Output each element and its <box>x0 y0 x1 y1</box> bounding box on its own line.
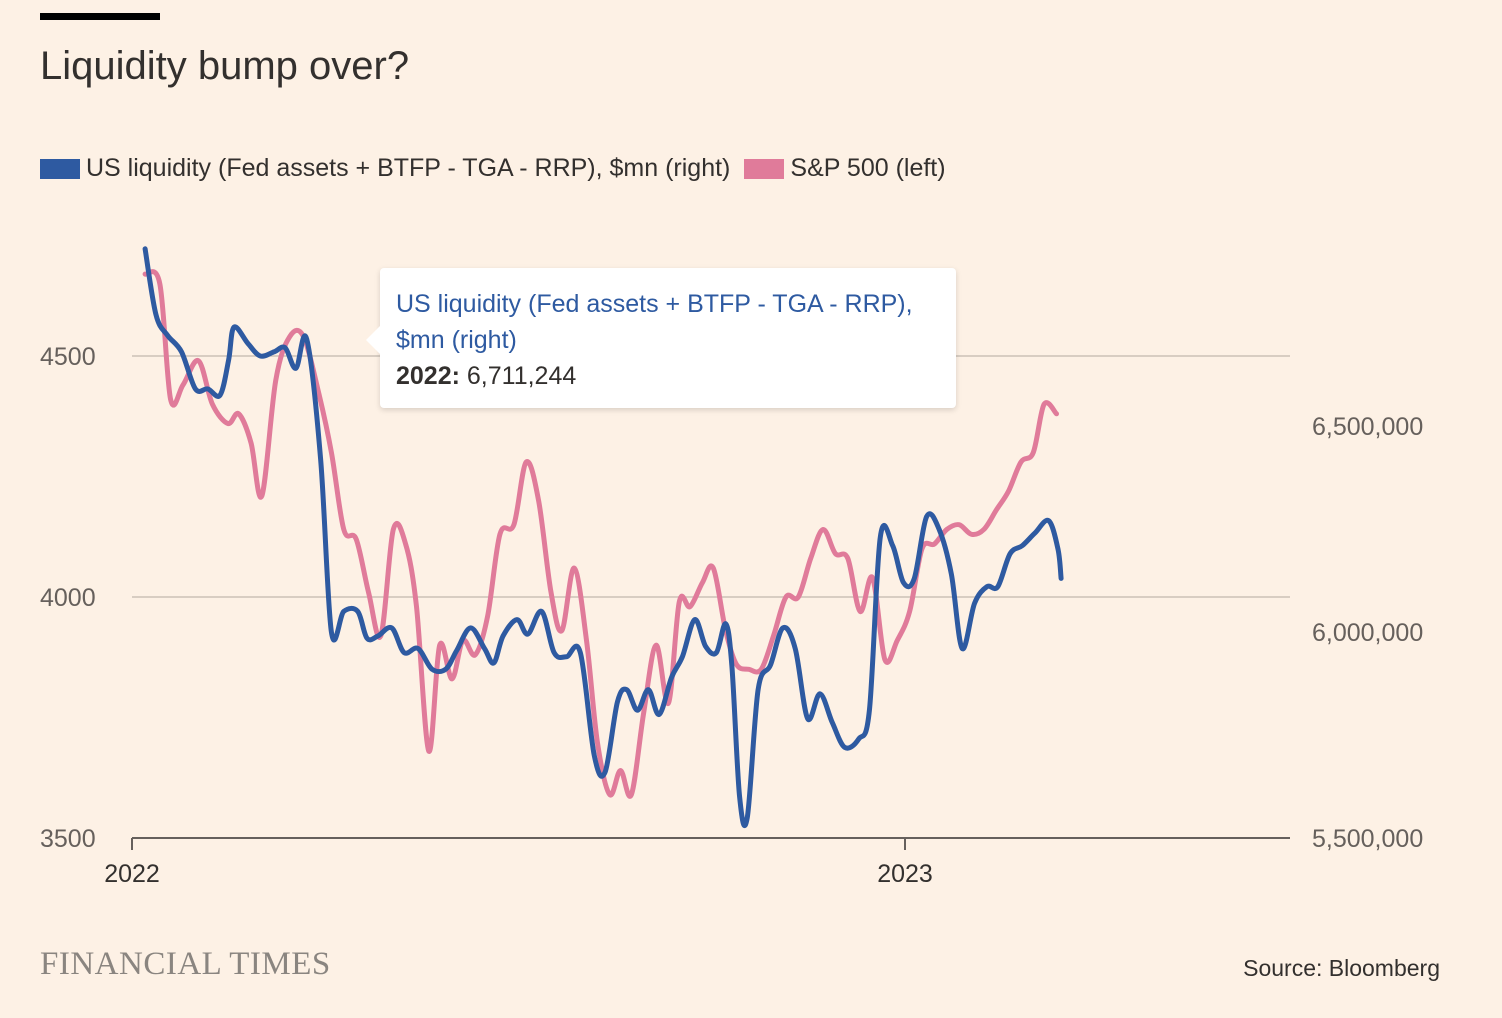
ft-logo-text: FINANCIAL TIMES <box>40 946 331 982</box>
series-line-us-liquidity <box>142 246 1064 828</box>
tooltip: US liquidity (Fed assets + BTFP - TGA - … <box>366 268 956 408</box>
chart-title: Liquidity bump over? <box>40 44 410 88</box>
legend-label-sp500: S&P 500 (left) <box>790 154 946 182</box>
legend-swatch-sp500 <box>744 158 785 179</box>
source-note: Source: Bloomberg <box>1243 955 1440 981</box>
y-right-tick-label: 6,000,000 <box>1312 619 1423 647</box>
legend-item-sp500[interactable]: S&P 500 (left) <box>744 154 946 183</box>
tooltip-value: 6,711,244 <box>466 362 577 390</box>
y-right-tick-label: 5,500,000 <box>1312 825 1423 853</box>
top-rule <box>40 13 160 20</box>
y-right-tick-label: 6,500,000 <box>1312 413 1423 441</box>
legend-swatch-liquidity <box>40 158 80 179</box>
y-left-tick-label: 4500 <box>40 343 96 371</box>
x-tick-label: 2022 <box>104 860 160 888</box>
tooltip-series-label: US liquidity (Fed assets + BTFP - TGA - … <box>396 290 913 354</box>
legend-label-liquidity: US liquidity (Fed assets + BTFP - TGA - … <box>86 154 731 182</box>
tooltip-arrow <box>366 326 380 354</box>
tooltip-value-row: 2022: 6,711,244 <box>396 358 940 394</box>
x-tick-label: 2023 <box>877 860 933 888</box>
y-left-tick-label: 4000 <box>40 584 96 612</box>
tooltip-period: 2022: <box>396 362 460 390</box>
y-left-tick-label: 3500 <box>40 825 96 853</box>
legend-item-liquidity[interactable]: US liquidity (Fed assets + BTFP - TGA - … <box>40 154 730 183</box>
legend: US liquidity (Fed assets + BTFP - TGA - … <box>40 154 960 183</box>
